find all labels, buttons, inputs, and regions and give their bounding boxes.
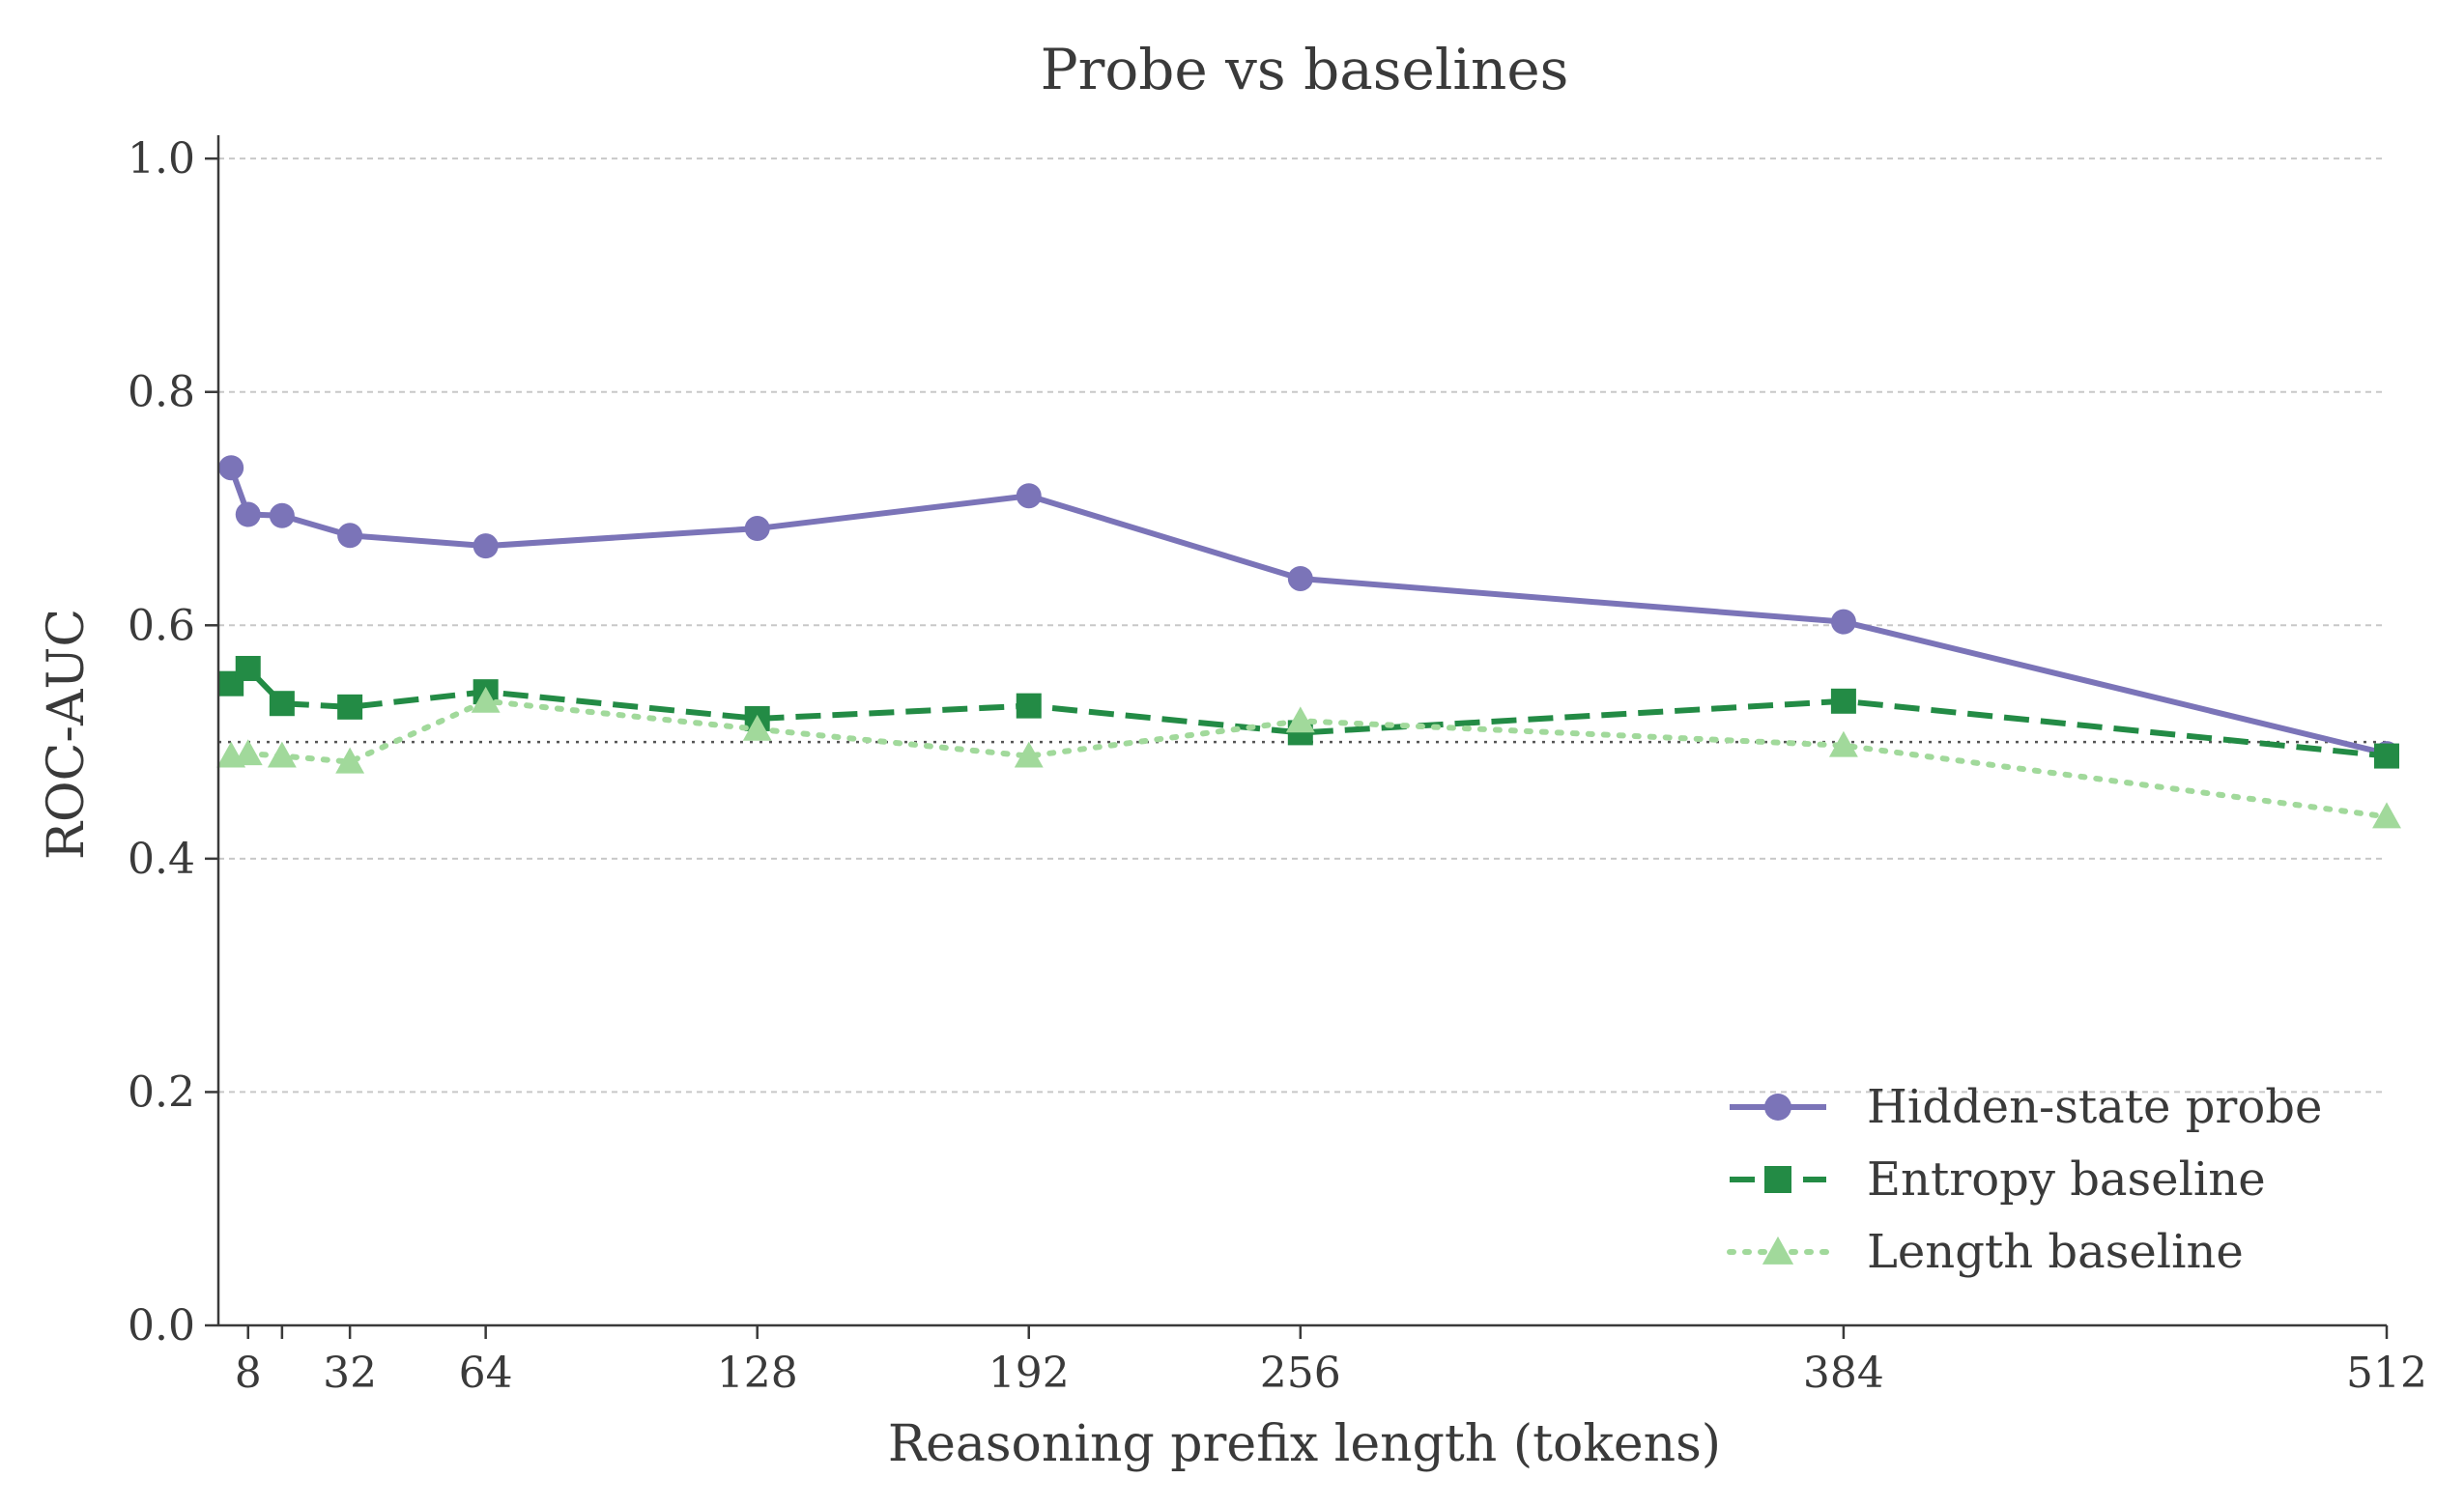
data-point [744, 516, 770, 542]
data-point [1287, 565, 1313, 591]
data-point [1016, 483, 1042, 509]
y-tick-label: 0.4 [128, 835, 195, 884]
y-tick-label: 0.8 [128, 368, 195, 417]
x-tick-label: 8 [235, 1349, 262, 1398]
x-tick-label: 128 [717, 1349, 798, 1398]
series-entropy-baseline [218, 655, 2399, 769]
y-axis-label: ROC-AUC [38, 609, 96, 860]
data-point [1830, 688, 1856, 714]
data-point [471, 686, 501, 713]
data-point [742, 714, 772, 741]
x-axis-label: Reasoning prefix length (tokens) [888, 1415, 1721, 1473]
x-tick-label: 192 [988, 1349, 1070, 1398]
legend-marker [1762, 1236, 1794, 1265]
data-point [1830, 609, 1856, 635]
series-length-baseline [216, 686, 2401, 829]
series-line [229, 665, 2388, 759]
data-point [1828, 730, 1858, 757]
legend-entry: Entropy baseline [1730, 1152, 2266, 1207]
legend-marker [1764, 1166, 1791, 1193]
data-point [2374, 743, 2399, 769]
x-tick-label: 64 [459, 1349, 513, 1398]
data-point [1014, 741, 1044, 768]
grid-layer [218, 157, 2387, 1094]
series-line [228, 467, 2388, 757]
data-point [235, 655, 261, 681]
legend-entry: Hidden-state probe [1730, 1080, 2322, 1134]
data-point [235, 501, 261, 527]
legend-label: Entropy baseline [1867, 1152, 2266, 1207]
data-point [1016, 693, 1042, 719]
data-point [233, 739, 263, 766]
series-line [228, 697, 2390, 820]
data-point [269, 502, 295, 528]
x-tick-label: 256 [1260, 1349, 1341, 1398]
x-tick-label: 32 [323, 1349, 377, 1398]
data-point [218, 455, 244, 481]
series-layer [216, 455, 2401, 829]
data-point [267, 741, 297, 768]
legend-entry: Length baseline [1727, 1225, 2244, 1279]
y-tick-label: 0.2 [128, 1067, 195, 1117]
legend-label: Hidden-state probe [1867, 1080, 2322, 1134]
data-point [1285, 706, 1315, 733]
data-point [473, 533, 499, 559]
chart-title: Probe vs baselines [1041, 37, 1569, 102]
data-point [2372, 802, 2401, 829]
x-tick-label: 512 [2346, 1349, 2427, 1398]
y-tick-label: 0.6 [128, 601, 195, 650]
y-tick-label: 0.0 [128, 1301, 195, 1351]
x-tick-label: 384 [1803, 1349, 1884, 1398]
legend: Hidden-state probe Entropy baseline Length… [1727, 1080, 2322, 1279]
legend-label: Length baseline [1867, 1225, 2244, 1279]
data-point [337, 694, 363, 720]
data-point [335, 747, 365, 774]
legend-marker [1764, 1094, 1791, 1121]
data-point [337, 523, 363, 549]
y-tick-label: 1.0 [128, 134, 195, 184]
data-point [269, 691, 295, 717]
axes-layer: 0.0 0.2 0.4 0.6 0.8 1.0 8 32 64 128 192 256 384 512 [128, 134, 2427, 1398]
